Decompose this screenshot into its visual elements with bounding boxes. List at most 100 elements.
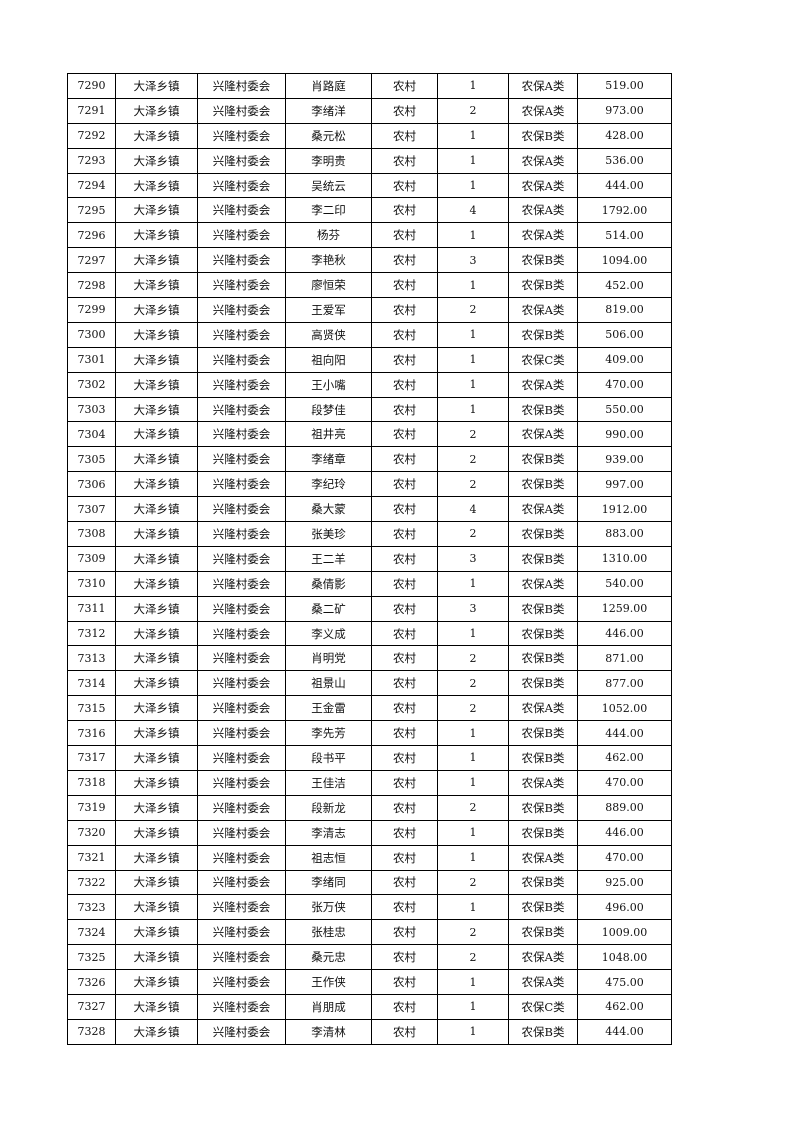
township-cell: 大泽乡镇 (115, 496, 198, 523)
household-type-cell: 农村 (371, 272, 438, 299)
insurance-category-cell: 农保A类 (508, 769, 578, 796)
person-name-cell: 吴统云 (285, 172, 372, 199)
member-count-cell: 1 (437, 172, 509, 199)
township-cell: 大泽乡镇 (115, 745, 198, 771)
member-count-cell: 2 (437, 97, 509, 124)
member-count-cell: 2 (437, 695, 509, 722)
row-id-cell: 7317 (67, 745, 116, 771)
insurance-category-cell: 农保B类 (508, 919, 578, 946)
insurance-category-cell: 农保B类 (508, 595, 578, 622)
person-name-cell: 祖向阳 (285, 346, 372, 373)
person-name-cell: 李明贵 (285, 147, 372, 174)
member-count-cell: 3 (437, 595, 509, 622)
table-row: 7295 大泽乡镇 兴隆村委会 李二印 农村 4 农保A类 1792.00 (67, 197, 672, 224)
village-committee-cell: 兴隆村委会 (197, 944, 286, 971)
township-cell: 大泽乡镇 (115, 521, 198, 547)
insurance-category-cell: 农保A类 (508, 496, 578, 523)
amount-cell: 452.00 (577, 272, 672, 299)
insurance-category-cell: 农保B类 (508, 819, 578, 846)
township-cell: 大泽乡镇 (115, 794, 198, 821)
amount-cell: 536.00 (577, 147, 672, 174)
insurance-category-cell: 农保C类 (508, 346, 578, 373)
person-name-cell: 段梦佳 (285, 396, 372, 423)
person-name-cell: 李先芳 (285, 720, 372, 747)
insurance-category-cell: 农保B类 (508, 745, 578, 771)
person-name-cell: 张桂忠 (285, 919, 372, 946)
table-row: 7309 大泽乡镇 兴隆村委会 王二羊 农村 3 农保B类 1310.00 (67, 545, 672, 572)
amount-cell: 470.00 (577, 371, 672, 398)
village-committee-cell: 兴隆村委会 (197, 272, 286, 299)
township-cell: 大泽乡镇 (115, 73, 198, 99)
member-count-cell: 2 (437, 919, 509, 946)
member-count-cell: 1 (437, 844, 509, 871)
village-committee-cell: 兴隆村委会 (197, 919, 286, 946)
member-count-cell: 1 (437, 819, 509, 846)
amount-cell: 939.00 (577, 446, 672, 473)
table-row: 7292 大泽乡镇 兴隆村委会 桑元松 农村 1 农保B类 428.00 (67, 122, 672, 149)
table-row: 7315 大泽乡镇 兴隆村委会 王金雷 农村 2 农保A类 1052.00 (67, 695, 672, 722)
member-count-cell: 1 (437, 73, 509, 99)
village-committee-cell: 兴隆村委会 (197, 695, 286, 722)
township-cell: 大泽乡镇 (115, 545, 198, 572)
table-row: 7311 大泽乡镇 兴隆村委会 桑二矿 农村 3 农保B类 1259.00 (67, 595, 672, 622)
village-committee-cell: 兴隆村委会 (197, 670, 286, 697)
household-type-cell: 农村 (371, 371, 438, 398)
row-id-cell: 7308 (67, 521, 116, 547)
village-committee-cell: 兴隆村委会 (197, 545, 286, 572)
insurance-category-cell: 农保B类 (508, 894, 578, 921)
insurance-category-cell: 农保B类 (508, 471, 578, 498)
person-name-cell: 肖路庭 (285, 73, 372, 99)
amount-cell: 871.00 (577, 645, 672, 672)
member-count-cell: 1 (437, 745, 509, 771)
row-id-cell: 7323 (67, 894, 116, 921)
village-committee-cell: 兴隆村委会 (197, 894, 286, 921)
insurance-category-cell: 农保B类 (508, 645, 578, 672)
member-count-cell: 2 (437, 645, 509, 672)
member-count-cell: 3 (437, 247, 509, 274)
row-id-cell: 7304 (67, 421, 116, 448)
household-type-cell: 农村 (371, 794, 438, 821)
amount-cell: 819.00 (577, 297, 672, 323)
township-cell: 大泽乡镇 (115, 844, 198, 871)
insurance-category-cell: 农保A类 (508, 944, 578, 971)
member-count-cell: 2 (437, 670, 509, 697)
member-count-cell: 1 (437, 969, 509, 995)
insurance-category-cell: 农保B类 (508, 545, 578, 572)
village-committee-cell: 兴隆村委会 (197, 620, 286, 647)
row-id-cell: 7312 (67, 620, 116, 647)
amount-cell: 1310.00 (577, 545, 672, 572)
row-id-cell: 7291 (67, 97, 116, 124)
household-type-cell: 农村 (371, 172, 438, 199)
table-row: 7318 大泽乡镇 兴隆村委会 王佳洁 农村 1 农保A类 470.00 (67, 769, 672, 796)
township-cell: 大泽乡镇 (115, 446, 198, 473)
household-type-cell: 农村 (371, 496, 438, 523)
member-count-cell: 4 (437, 197, 509, 224)
amount-cell: 444.00 (577, 172, 672, 199)
person-name-cell: 王爱军 (285, 297, 372, 323)
household-type-cell: 农村 (371, 595, 438, 622)
table-row: 7328 大泽乡镇 兴隆村委会 李清林 农村 1 农保B类 444.00 (67, 1018, 672, 1045)
household-type-cell: 农村 (371, 819, 438, 846)
person-name-cell: 张美珍 (285, 521, 372, 547)
person-name-cell: 祖井亮 (285, 421, 372, 448)
household-type-cell: 农村 (371, 222, 438, 249)
insurance-category-cell: 农保A类 (508, 695, 578, 722)
amount-cell: 470.00 (577, 769, 672, 796)
village-committee-cell: 兴隆村委会 (197, 794, 286, 821)
row-id-cell: 7328 (67, 1018, 116, 1045)
amount-cell: 462.00 (577, 993, 672, 1020)
village-committee-cell: 兴隆村委会 (197, 97, 286, 124)
insurance-category-cell: 农保B类 (508, 720, 578, 747)
amount-cell: 540.00 (577, 570, 672, 597)
village-committee-cell: 兴隆村委会 (197, 570, 286, 597)
household-type-cell: 农村 (371, 620, 438, 647)
row-id-cell: 7295 (67, 197, 116, 224)
member-count-cell: 2 (437, 944, 509, 971)
insurance-category-cell: 农保A类 (508, 844, 578, 871)
village-committee-cell: 兴隆村委会 (197, 371, 286, 398)
insurance-category-cell: 农保A类 (508, 222, 578, 249)
township-cell: 大泽乡镇 (115, 122, 198, 149)
township-cell: 大泽乡镇 (115, 944, 198, 971)
member-count-cell: 2 (437, 297, 509, 323)
insurance-category-cell: 农保A类 (508, 197, 578, 224)
